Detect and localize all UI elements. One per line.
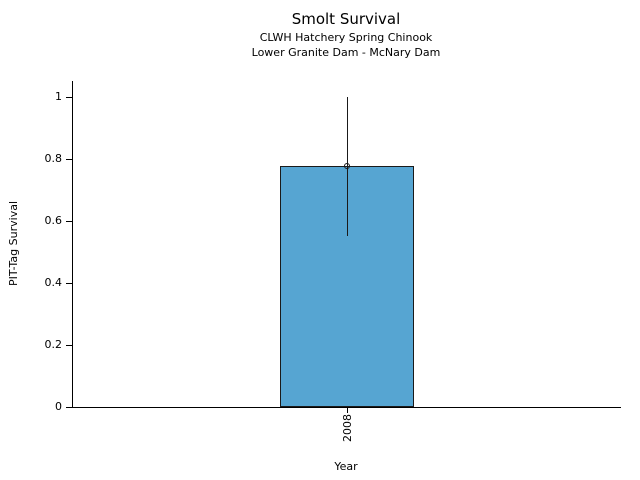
y-tick-mark (66, 220, 72, 222)
data-point-marker (344, 163, 350, 170)
x-tick-mark (346, 407, 348, 413)
x-tick-label-text: 2008 (340, 414, 354, 442)
y-tick-mark (66, 282, 72, 284)
x-axis-label: Year (334, 460, 358, 473)
chart-title: Smolt Survival (291, 10, 401, 28)
y-tick-label: 0.8 (44, 151, 63, 165)
chart-subtitle-1: CLWH Hatchery Spring Chinook (259, 31, 433, 44)
plot-area: 0 0.2 0.4 0.6 0.8 1 2008 (45, 81, 621, 442)
y-tick-mark (66, 96, 72, 98)
y-axis-label: PIT-Tag Survival (6, 201, 20, 287)
y-tick-label: 1 (55, 89, 62, 103)
y-tick-label: 0.4 (44, 275, 63, 289)
y-tick-label: 0 (55, 400, 62, 413)
y-tick-mark (66, 158, 72, 160)
y-tick-label: 0.6 (44, 213, 63, 227)
y-tick-mark (66, 407, 72, 408)
y-tick-mark (66, 344, 72, 346)
x-tick-label: 2008 (337, 414, 357, 454)
y-tick-label: 0.2 (44, 337, 63, 351)
y-axis-label-wrap: PIT-Tag Survival (2, 81, 24, 407)
chart-subtitle-2: Lower Granite Dam - McNary Dam (251, 46, 441, 59)
